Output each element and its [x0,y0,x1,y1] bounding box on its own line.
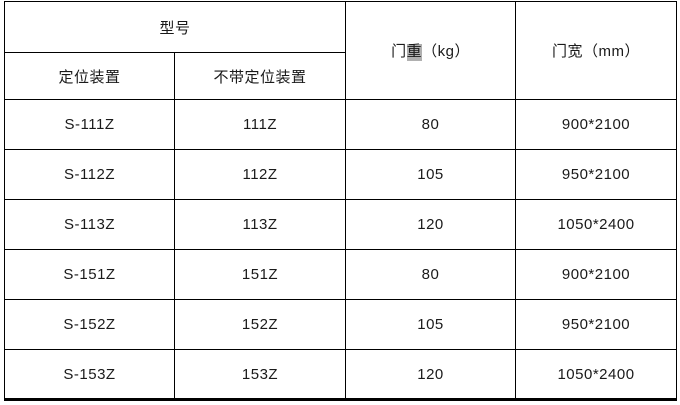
table-row: S-113Z 113Z 120 1050*2400 [4,199,678,250]
door-weight-prefix: 门 [391,43,407,60]
cell-model-with: S-111Z [4,99,175,150]
cell-weight: 105 [345,299,517,350]
door-weight-highlighted-char: 重 [406,43,423,61]
cell-width: 1050*2400 [515,199,678,250]
cell-weight: 120 [345,349,517,401]
table-row: S-151Z 151Z 80 900*2100 [4,249,678,300]
header-row-2: 定位装置 不带定位装置 [4,52,677,100]
table-row: S-111Z 111Z 80 900*2100 [4,99,678,150]
header-without-positioning: 不带定位装置 [173,52,347,100]
header-with-positioning: 定位装置 [4,52,175,100]
spec-table: 型号 门重（kg） 门宽（mm） 定位装置 不带定位装置 S-111Z 111Z… [3,1,678,401]
cell-width: 900*2100 [515,249,678,300]
cell-model-without: 113Z [173,199,347,250]
cell-weight: 105 [345,149,517,200]
cell-model-without: 152Z [173,299,347,350]
cell-weight: 80 [345,99,517,150]
cell-model-with: S-153Z [4,349,175,401]
header-door-width: 门宽（mm） [515,1,678,100]
cell-model-with: S-112Z [4,149,175,200]
cell-model-without: 111Z [173,99,347,150]
header-door-weight: 门重（kg） [345,1,517,100]
cell-weight: 120 [345,199,517,250]
cell-width: 950*2100 [515,149,678,200]
cell-model-with: S-152Z [4,299,175,350]
cell-model-with: S-113Z [4,199,175,250]
header-row-1: 型号 门重（kg） 门宽（mm） [3,1,678,100]
cell-width: 950*2100 [515,299,678,350]
table-row: S-112Z 112Z 105 950*2100 [4,149,678,200]
cell-weight: 80 [345,249,517,300]
table-row: S-152Z 152Z 105 950*2100 [4,299,678,350]
cell-width: 900*2100 [515,99,678,150]
cell-model-without: 151Z [173,249,347,300]
cell-model-without: 153Z [173,349,347,401]
cell-width: 1050*2400 [515,349,678,401]
header-model-group: 型号 [3,1,347,53]
table-row: S-153Z 153Z 120 1050*2400 [4,349,678,401]
cell-model-without: 112Z [173,149,347,200]
cell-model-with: S-151Z [4,249,175,300]
door-weight-unit: （kg） [422,43,470,60]
